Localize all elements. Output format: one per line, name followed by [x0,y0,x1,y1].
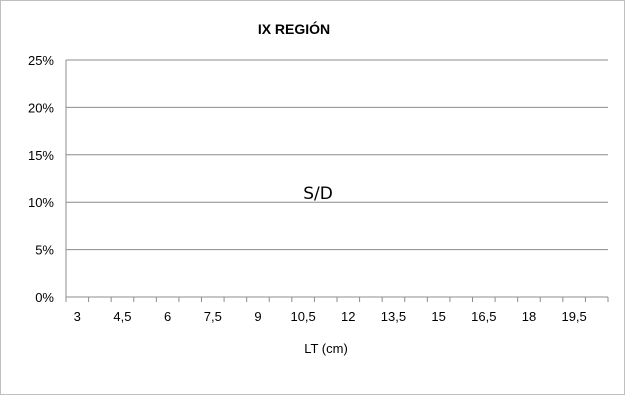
x-tick-label: 6 [164,309,171,324]
x-tick-label: 18 [522,309,536,324]
x-tick-label: 9 [254,309,261,324]
no-data-annotation: S/D [303,184,333,204]
x-tick-label: 19,5 [561,309,586,324]
x-tick-label: 7,5 [204,309,222,324]
x-axis-tick-labels: 3 4,5 6 7,5 9 10,5 12 13,5 15 16,5 18 19,5 [74,309,587,324]
y-tick-label: 10% [28,195,54,210]
x-tick-label: 10,5 [290,309,315,324]
y-tick-label: 25% [28,53,54,68]
x-axis-label: LT (cm) [304,341,348,356]
x-tick-label: 15 [431,309,445,324]
x-tick-label: 12 [341,309,355,324]
y-tick-label: 20% [28,100,54,115]
y-tick-label: 0% [35,290,54,305]
x-tick-label: 13,5 [381,309,406,324]
chart-title: IX REGIÓN [258,20,330,37]
x-tick-label: 3 [74,309,81,324]
x-axis [65,60,609,302]
x-tick-label: 16,5 [471,309,496,324]
y-tick-label: 15% [28,148,54,163]
x-tick-label: 4,5 [113,309,131,324]
y-tick-label: 5% [35,243,54,258]
gridlines [66,59,608,251]
y-axis-ticks: 0% 5% 10% 15% 20% 25% [28,53,54,305]
